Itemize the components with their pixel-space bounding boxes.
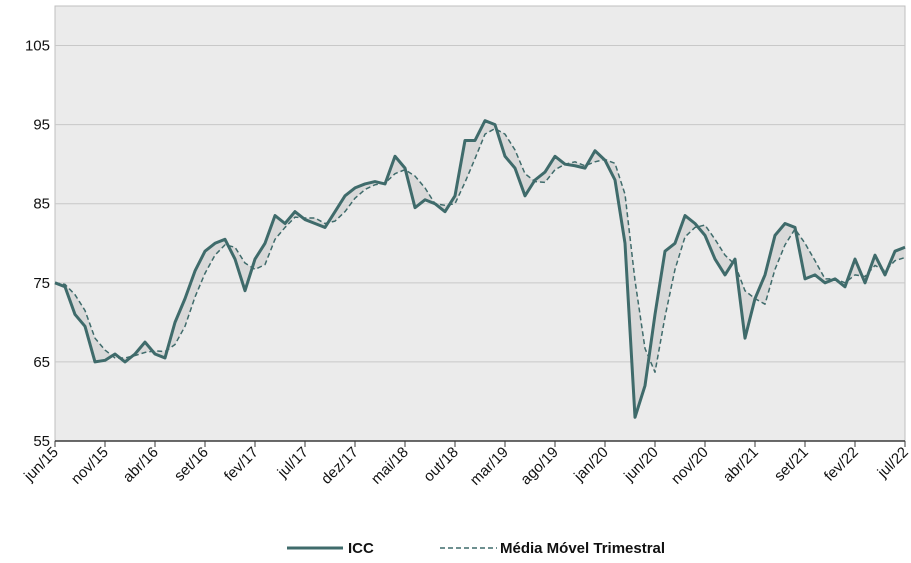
x-tick-label-abr/21: abr/21 (720, 444, 762, 486)
y-tick-label-95: 95 (33, 117, 50, 134)
y-axis-ticks: 55 65 75 85 95 105 (25, 38, 50, 450)
series-icc-line (54, 119, 906, 419)
y-tick-label-85: 85 (33, 196, 50, 213)
y-tick-label-105: 105 (25, 38, 50, 55)
x-tick-label-nov/20: nov/20 (668, 444, 712, 488)
x-tick-label-mar/19: mar/19 (467, 444, 512, 489)
legend: ICC Média Móvel Trimestral (287, 540, 665, 557)
x-tick-label-jul/22: jul/22 (874, 444, 911, 482)
legend-mm-label: Média Móvel Trimestral (500, 540, 665, 557)
x-tick-label-set/16: set/16 (171, 444, 212, 485)
x-tick-label-abr/16: abr/16 (120, 444, 162, 486)
y-tick-label-55: 55 (33, 433, 50, 450)
x-tick-label-mai/18: mai/18 (368, 444, 412, 488)
legend-icc-label: ICC (348, 540, 374, 557)
x-tick-label-fev/22: fev/22 (821, 444, 862, 485)
y-tick-label-65: 65 (33, 354, 50, 371)
series-media-movel-line (54, 127, 906, 373)
x-tick-label-set/21: set/21 (771, 444, 812, 485)
x-tick-label-ago/19: ago/19 (517, 444, 561, 488)
x-tick-label-jun/20: jun/20 (620, 444, 662, 486)
x-tick-label-jul/17: jul/17 (274, 444, 312, 482)
x-tick-label-jan/20: jan/20 (570, 444, 612, 486)
y-tick-label-75: 75 (33, 275, 50, 292)
x-tick-label-jun/15: jun/15 (20, 444, 62, 486)
x-tick-label-out/18: out/18 (420, 444, 462, 486)
plot-background (54, 5, 906, 442)
series-lines (54, 119, 906, 419)
x-tick-label-nov/15: nov/15 (68, 444, 112, 488)
x-tick-label-dez/17: dez/17 (318, 444, 362, 488)
x-tick-label-fev/17: fev/17 (221, 444, 262, 485)
x-axis-ticks: jun/15 nov/15 abr/16 set/16 fev/17 jul/17 dez/… (20, 441, 911, 489)
